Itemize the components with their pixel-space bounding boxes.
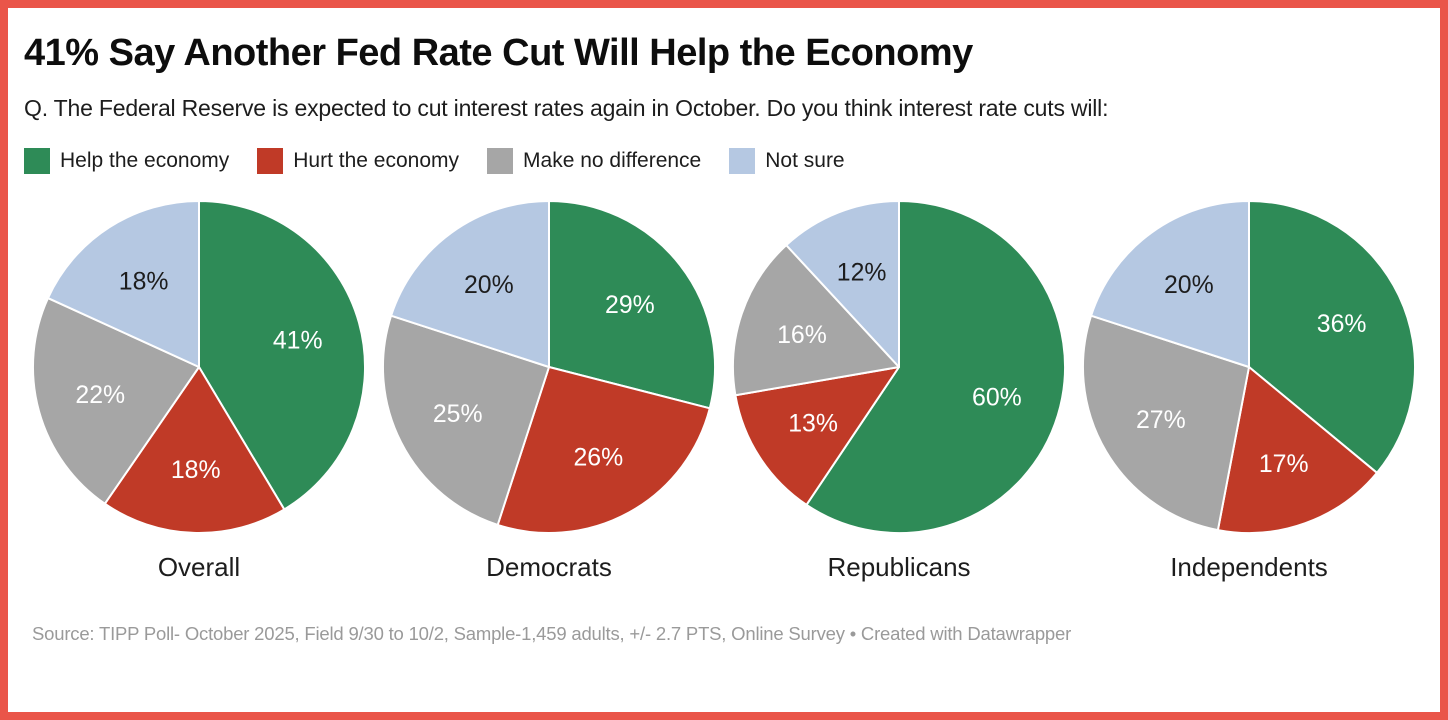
pie-chart-independents: 36% 17% 27% 20% Independents — [1074, 198, 1424, 583]
pie-slice-value-label: 60% — [972, 385, 1022, 412]
pie-svg-republicans: 60% 13% 16% 12% — [732, 200, 1066, 535]
pie-slice-value-label: 12% — [837, 260, 887, 287]
pie-slice-not-sure — [46, 200, 200, 369]
pie-slice-value-label: 36% — [1317, 311, 1367, 338]
chart-title: 41% Say Another Fed Rate Cut Will Help t… — [24, 32, 973, 74]
pie-slice-value-label: 18% — [171, 457, 221, 484]
pie-slice-value-label: 26% — [573, 445, 623, 472]
pie-slice-help-the-economy — [548, 200, 717, 410]
pie-slice-value-label: 25% — [433, 402, 483, 429]
pie-slice-help-the-economy — [805, 200, 1066, 535]
pie-slice-make-no-difference — [381, 315, 550, 527]
pie-caption-democrats: Democrats — [486, 552, 612, 583]
legend-item-label: Not sure — [765, 149, 845, 173]
pie-slice-make-no-difference — [32, 297, 200, 506]
legend-item-label: Make no difference — [523, 149, 702, 173]
pie-slice-hurt-the-economy — [496, 366, 711, 535]
pie-slice-value-label: 41% — [273, 328, 323, 355]
pie-charts-row: 41% 18% 22% 18% Overall 29% 26% 25% 20% Democr… — [24, 198, 1424, 583]
legend-swatch-help-the-economy — [24, 148, 50, 175]
legend-item-help-the-economy: Help the economy — [24, 148, 230, 175]
legend-swatch-hurt-the-economy — [257, 148, 284, 175]
pie-chart-democrats: 29% 26% 25% 20% Democrats — [374, 198, 724, 583]
pie-slice-value-label: 18% — [119, 269, 169, 296]
legend-swatch-make-no-difference — [487, 148, 514, 175]
legend-item-make-no-difference: Make no difference — [487, 148, 702, 175]
pie-chart-overall: 41% 18% 22% 18% Overall — [24, 198, 374, 583]
chart-subtitle: Q. The Federal Reserve is expected to cu… — [24, 94, 1109, 121]
pie-slice-value-label: 17% — [1259, 451, 1309, 478]
legend-item-label: Help the economy — [60, 149, 230, 173]
pie-caption-overall: Overall — [157, 552, 241, 583]
legend-swatch-not-sure — [729, 148, 756, 175]
pie-slice-value-label: 13% — [788, 411, 838, 438]
pie-slice-make-no-difference — [732, 244, 900, 397]
pie-slice-not-sure — [1090, 200, 1250, 369]
pie-slice-not-sure — [785, 200, 900, 369]
pie-slice-value-label: 20% — [1164, 272, 1214, 299]
pie-slice-help-the-economy — [198, 200, 366, 511]
pie-slice-hurt-the-economy — [734, 366, 900, 507]
legend-item-not-sure: Not sure — [729, 148, 845, 175]
legend-item-hurt-the-economy: Hurt the economy — [257, 148, 460, 175]
pie-svg-overall: 41% 18% 22% 18% — [32, 200, 366, 535]
pie-caption-independents: Independents — [1170, 552, 1328, 583]
pie-slice-help-the-economy — [1248, 200, 1416, 475]
pie-slice-value-label: 27% — [1136, 407, 1186, 434]
pie-slice-value-label: 22% — [75, 382, 125, 409]
pie-chart-republicans: 60% 13% 16% 12% Republicans — [724, 198, 1074, 583]
source-line: Source: TIPP Poll- October 2025, Field 9… — [32, 623, 1072, 645]
pie-slice-not-sure — [390, 200, 550, 369]
pie-caption-republicans: Republicans — [827, 552, 971, 583]
pie-svg-democrats: 29% 26% 25% 20% — [381, 200, 717, 535]
pie-slice-hurt-the-economy — [1216, 366, 1378, 535]
pie-slice-value-label: 20% — [464, 272, 514, 299]
pie-slice-value-label: 16% — [777, 322, 827, 349]
pie-svg-independents: 36% 17% 27% 20% — [1081, 200, 1416, 535]
pie-slice-hurt-the-economy — [103, 366, 286, 535]
chart-frame: 41% Say Another Fed Rate Cut Will Help t… — [8, 8, 1440, 645]
legend-item-label: Hurt the economy — [293, 149, 460, 173]
legend: Help the economy Hurt the economy Make n… — [24, 148, 1424, 175]
pie-slice-value-label: 29% — [605, 292, 655, 319]
pie-slice-make-no-difference — [1081, 315, 1250, 532]
